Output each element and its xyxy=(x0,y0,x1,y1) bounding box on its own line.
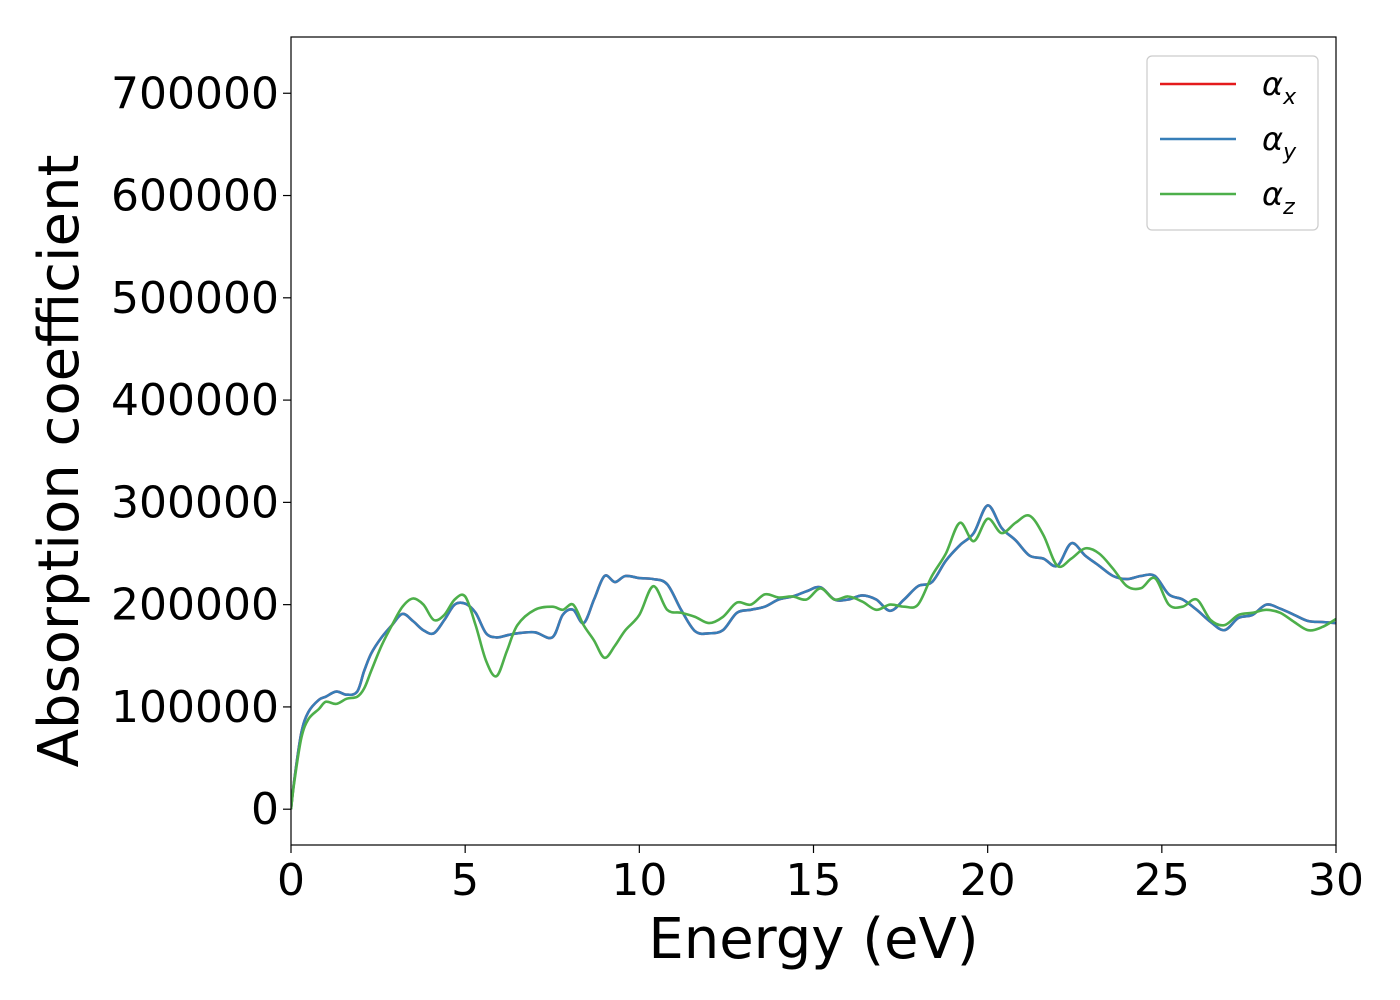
series-line-alpha-y xyxy=(291,504,1336,810)
y-tick-label: 100000 xyxy=(111,682,279,733)
series-line-alpha-z xyxy=(291,513,1336,810)
y-tick-label: 200000 xyxy=(111,580,279,631)
x-axis-label: Energy (eV) xyxy=(648,907,978,972)
legend-label-alpha-x: αx xyxy=(1262,65,1297,110)
legend-label-symbol: α xyxy=(1262,175,1283,213)
x-tick-label: 30 xyxy=(1308,855,1364,906)
y-tick-label: 300000 xyxy=(111,477,279,528)
y-axis-ticks: 0 100000 200000 300000 400000 500000 600000 700… xyxy=(111,68,291,835)
y-axis-label: Absorption coefficient xyxy=(27,155,92,768)
legend-label-alpha-z: αz xyxy=(1262,175,1295,220)
plot-frame xyxy=(290,36,1337,846)
legend-label-symbol: α xyxy=(1262,120,1283,158)
x-tick-label: 5 xyxy=(451,855,479,906)
y-tick-label: 0 xyxy=(251,784,279,835)
y-tick-label: 600000 xyxy=(111,171,279,222)
y-tick-label: 400000 xyxy=(111,375,279,426)
series-line-alpha-x xyxy=(291,504,1336,810)
legend-label-subscript: x xyxy=(1282,85,1297,110)
legend-label-alpha-y: αy xyxy=(1262,120,1297,165)
x-axis-ticks: 0 5 10 15 20 25 30 xyxy=(277,845,1364,906)
x-tick-label: 15 xyxy=(786,855,842,906)
x-tick-label: 20 xyxy=(960,855,1016,906)
legend-label-symbol: α xyxy=(1262,65,1283,103)
legend-label-subscript: z xyxy=(1282,195,1295,220)
legend-box xyxy=(1146,55,1319,231)
legend-label-subscript: y xyxy=(1282,140,1297,165)
x-tick-label: 10 xyxy=(611,855,667,906)
y-tick-label: 700000 xyxy=(111,68,279,119)
x-tick-label: 0 xyxy=(277,855,305,906)
x-tick-label: 25 xyxy=(1134,855,1190,906)
series-layer xyxy=(291,504,1336,810)
y-tick-label: 500000 xyxy=(111,273,279,324)
